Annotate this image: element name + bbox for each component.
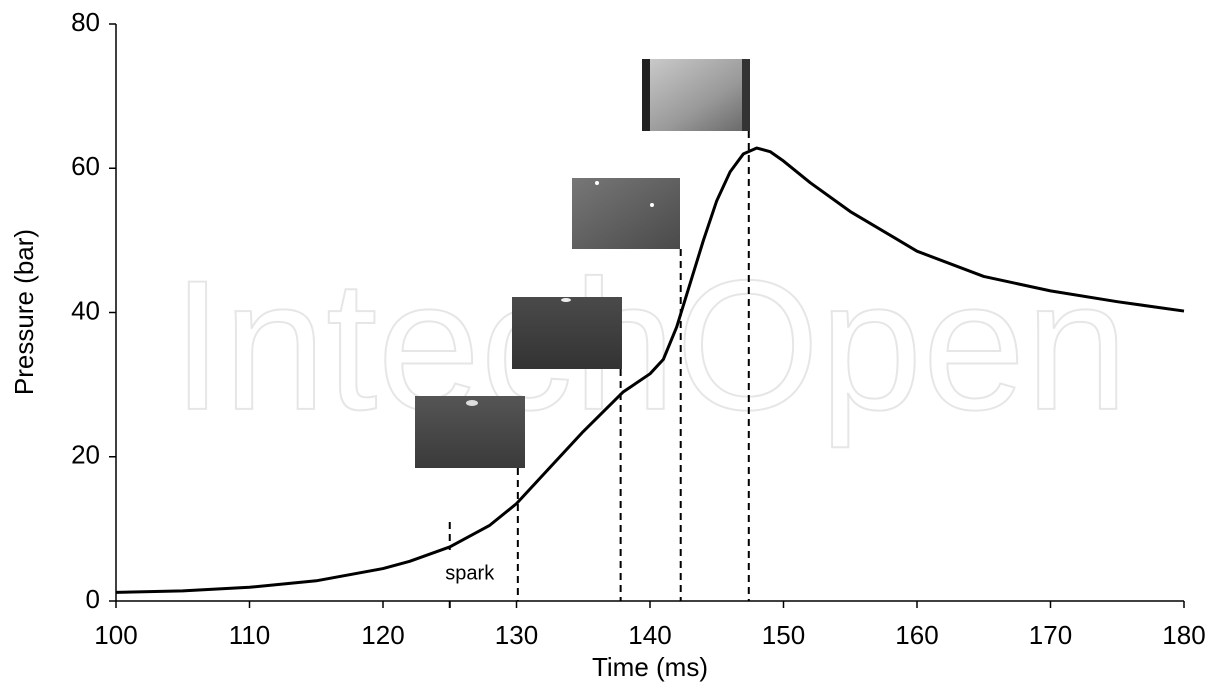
y-axis-label: Pressure (bar) [9, 229, 39, 395]
x-tick-label: 110 [229, 620, 270, 650]
x-tick-label: 180 [1162, 620, 1205, 650]
frame-spot [561, 298, 571, 302]
spark-label: spark [445, 562, 495, 584]
pressure-line [115, 146, 1185, 594]
x-tick-label: 140 [628, 620, 671, 650]
x-tick-label: 170 [1029, 620, 1072, 650]
x-tick-label: 130 [495, 620, 538, 650]
y-tick-label: 20 [71, 440, 100, 470]
frame-image [415, 396, 525, 468]
frame-spot [650, 203, 654, 207]
x-tick-label: 150 [762, 620, 805, 650]
y-tick-label: 80 [71, 7, 100, 37]
x-axis-label: Time (ms) [592, 652, 708, 682]
watermark: IntechOpen [172, 243, 1129, 449]
frame-spot [595, 181, 599, 185]
y-tick-label: 40 [71, 295, 100, 325]
frame-image [642, 59, 750, 131]
frame-edge [742, 59, 750, 131]
x-tick-label: 100 [94, 620, 137, 650]
y-tick-label: 60 [71, 151, 100, 181]
x-tick-label: 120 [361, 620, 404, 650]
frame-spot [466, 400, 478, 406]
y-tick-label: 0 [86, 584, 100, 614]
frame-image [512, 297, 622, 369]
frame-image [572, 178, 680, 249]
x-tick-label: 160 [895, 620, 938, 650]
frame-edge [642, 59, 650, 131]
